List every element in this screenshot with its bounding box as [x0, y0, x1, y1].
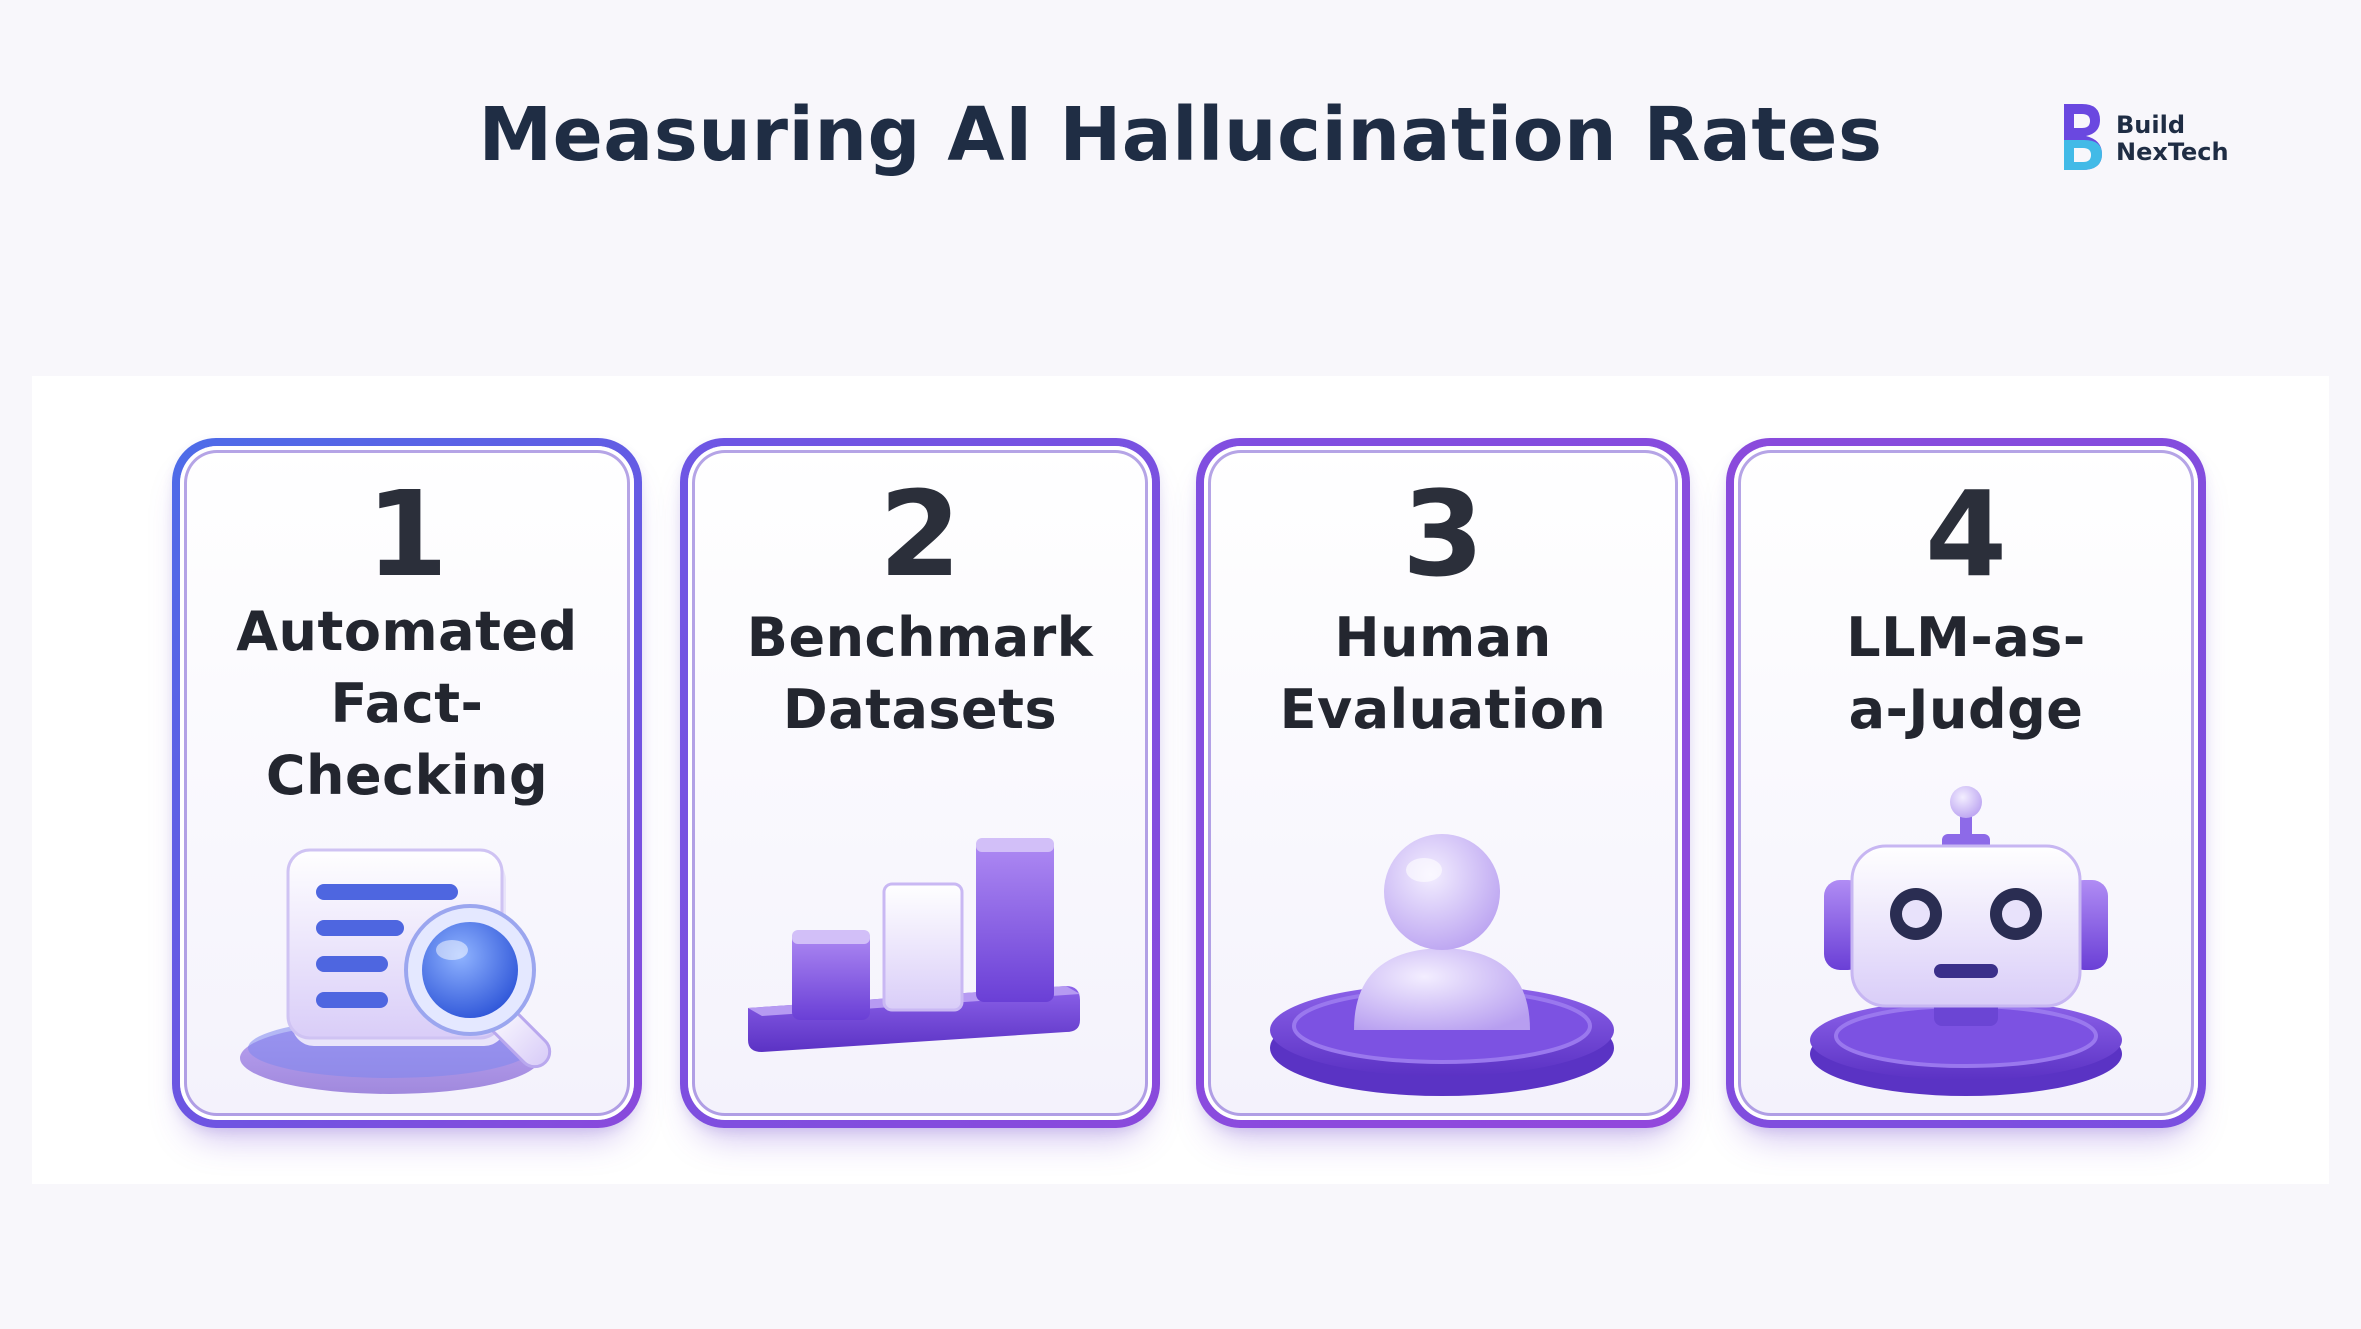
card-number: 3	[1401, 465, 1485, 603]
card-human-evaluation: 3 Human Evaluation	[1196, 438, 1690, 1128]
card-label: Human Evaluation	[1204, 602, 1682, 746]
bar-chart-icon	[748, 838, 1080, 1052]
card-label: Benchmark Datasets	[688, 602, 1152, 746]
page-title: Measuring AI Hallucination Rates	[478, 92, 1883, 178]
card-label-line: Fact-	[330, 672, 484, 735]
card-number: 1	[365, 465, 449, 603]
card-label-line: Human	[1334, 606, 1552, 669]
card-label: LLM-as- a-Judge	[1734, 602, 2198, 746]
card-automated-fact-checking: 1 Automated Fact- Checking	[172, 438, 642, 1128]
person-icon	[1270, 834, 1614, 1096]
robot-icon	[1810, 786, 2122, 1096]
card-llm-as-a-judge: 4 LLM-as- a-Judge	[1726, 438, 2206, 1128]
logo-mark-icon	[2064, 104, 2102, 170]
magnifier-document-icon	[240, 848, 552, 1094]
card-number: 2	[878, 465, 962, 603]
card-label-line: LLM-as-	[1846, 606, 2086, 669]
card-label: Automated Fact- Checking	[180, 596, 634, 812]
brand-logo: Build NexTech	[2058, 100, 2248, 172]
card-label-line: Automated	[236, 600, 578, 663]
card-label-line: a-Judge	[1848, 678, 2084, 741]
card-label-line: Evaluation	[1279, 678, 1607, 741]
card-label-line: Datasets	[782, 678, 1058, 741]
logo-text-line2: NexTech	[2116, 138, 2229, 166]
logo-text-line1: Build	[2116, 111, 2186, 139]
card-number: 4	[1924, 465, 2008, 603]
card-label-line: Checking	[265, 744, 549, 807]
card-label-line: Benchmark	[746, 606, 1094, 669]
card-benchmark-datasets: 2 Benchmark Datasets	[680, 438, 1160, 1128]
